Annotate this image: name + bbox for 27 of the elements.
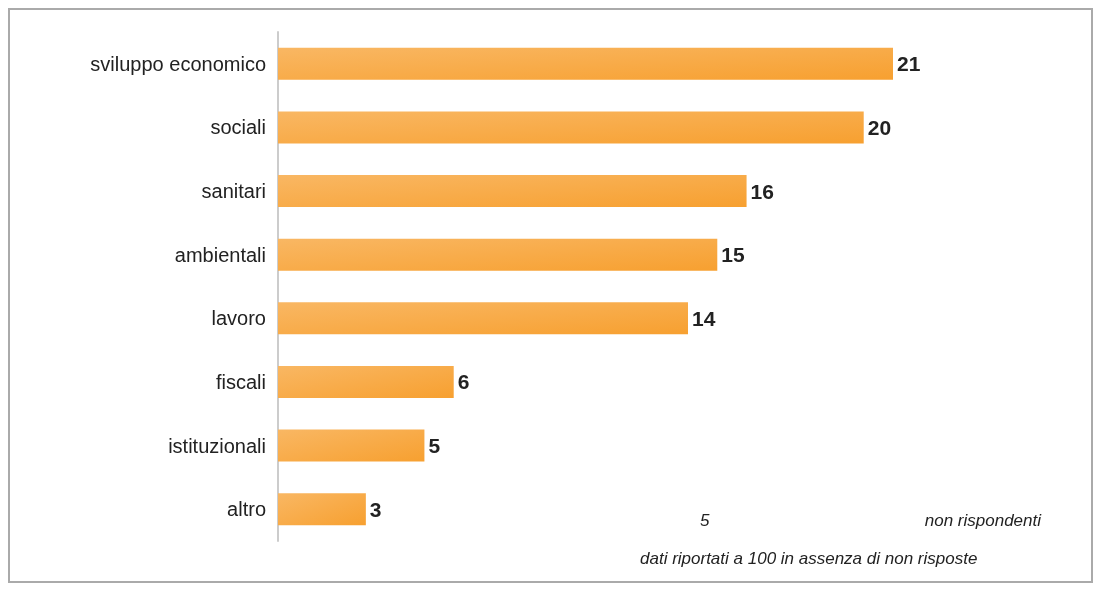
bar [278,175,747,208]
y-tick-label: fiscali [215,370,266,393]
bar [278,47,893,80]
text: dati riportati a 100 in assenza di non risposte [640,549,978,568]
y-tick-label: ambientali [174,243,266,266]
data-label: 6 [457,370,470,394]
y-tick-label: sociali [210,116,266,139]
y-tick-label: altro [227,498,266,521]
data-label: 5 [428,434,441,458]
bar [278,238,718,271]
annotation: 5 [700,511,710,530]
bar [278,493,366,526]
y-tick-label: sviluppo economico [90,52,266,75]
bar [278,429,425,462]
y-tick-label: lavoro [211,307,266,330]
data-label: 20 [867,115,892,139]
text: non rispondenti [924,511,1043,530]
y-tick-label: istituzionali [168,434,266,457]
data-label: 21 [897,52,921,76]
data-label: 3 [369,497,382,521]
data-label: 16 [750,179,774,203]
data-label: 14 [692,306,716,330]
data-label: 15 [721,243,745,267]
bar [278,302,688,335]
bar [278,365,454,398]
y-tick-label: sanitari [201,180,266,203]
bar [278,111,864,144]
